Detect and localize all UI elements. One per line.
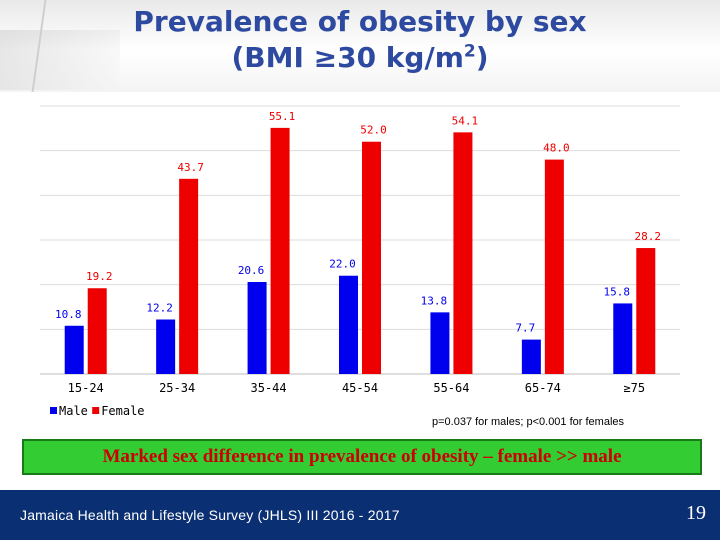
male-data-label: 20.6 — [238, 264, 265, 277]
male-bar — [156, 319, 176, 374]
male-data-label: 7.7 — [515, 322, 535, 335]
x-tick-label: ≥75 — [623, 381, 645, 395]
p-value-note: p=0.037 for males; p<0.001 for females — [432, 416, 625, 428]
female-bar — [544, 159, 564, 374]
title-line-2: (BMI ≥30 kg/m2) — [0, 40, 720, 76]
female-data-label: 43.7 — [177, 161, 204, 174]
slide-header: Prevalence of obesity by sex (BMI ≥30 kg… — [0, 0, 720, 92]
title-superscript: 2 — [463, 41, 476, 62]
title-line-2-text: (BMI ≥30 kg/m — [231, 41, 464, 74]
x-tick-label: 25-34 — [159, 381, 195, 395]
male-data-label: 15.8 — [604, 285, 631, 298]
slide-footer: Jamaica Health and Lifestyle Survey (JHL… — [0, 490, 720, 540]
female-bar — [453, 132, 473, 374]
title-line-2-close: ) — [475, 41, 489, 74]
x-tick-label: 35-44 — [251, 381, 287, 395]
female-data-label: 19.2 — [86, 270, 113, 283]
male-bar — [430, 312, 450, 374]
female-bar — [636, 248, 656, 374]
female-data-label: 54.1 — [452, 114, 479, 127]
male-legend-swatch — [50, 407, 57, 414]
female-legend-label: Female — [101, 404, 144, 418]
x-tick-label: 55-64 — [433, 381, 469, 395]
male-bar — [521, 339, 541, 374]
male-legend-label: Male — [59, 404, 88, 418]
bar-chart: 10.8 19.2 15-24 12.2 43.7 25-34 20.6 55.1 35-44 2… — [40, 105, 680, 418]
male-bar — [64, 325, 84, 374]
male-data-label: 13.8 — [421, 294, 448, 307]
x-tick-label: 45-54 — [342, 381, 378, 395]
conclusion-text: Marked sex difference in prevalence of o… — [102, 446, 622, 467]
footer-source: Jamaica Health and Lifestyle Survey (JHL… — [20, 507, 400, 523]
x-tick-label: 65-74 — [525, 381, 561, 395]
male-bar — [247, 281, 267, 374]
header-decoration — [0, 30, 120, 90]
female-data-label: 28.2 — [635, 230, 662, 243]
female-data-label: 48.0 — [543, 142, 570, 155]
page-number: 19 — [686, 502, 706, 524]
female-bar — [179, 178, 199, 374]
female-bar — [87, 288, 107, 374]
title-line-1: Prevalence of obesity by sex — [133, 5, 587, 38]
conclusion-banner: Marked sex difference in prevalence of o… — [22, 439, 702, 475]
female-bar — [362, 141, 381, 374]
male-bar — [613, 303, 633, 374]
x-tick-label: 15-24 — [68, 381, 104, 395]
female-data-label: 52.0 — [360, 124, 387, 137]
slide-title: Prevalence of obesity by sex (BMI ≥30 kg… — [0, 4, 720, 76]
female-data-label: 55.1 — [269, 110, 296, 123]
male-data-label: 22.0 — [329, 258, 356, 271]
female-legend-swatch — [92, 407, 100, 414]
male-bar — [339, 275, 358, 374]
male-data-label: 10.8 — [55, 308, 82, 321]
male-data-label: 12.2 — [146, 302, 173, 315]
female-bar — [270, 127, 290, 375]
